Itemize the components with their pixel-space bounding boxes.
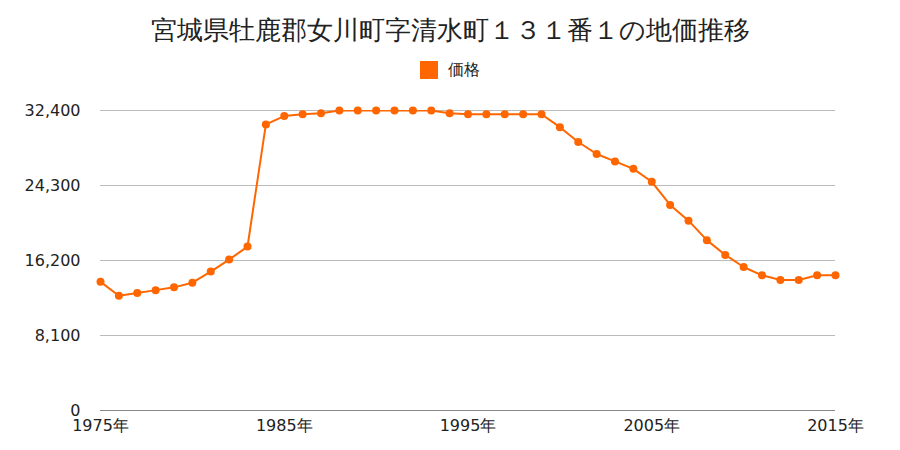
svg-text:1975年: 1975年 [72,416,129,435]
svg-text:8,100: 8,100 [35,326,81,345]
svg-text:2015年: 2015年 [807,416,864,435]
svg-text:32,400: 32,400 [25,101,81,120]
html-text:宮城県牡鹿郡女川町字清水町１３１番１の地価推移: 宮城県牡鹿郡女川町字清水町１３１番１の地価推移 [150,15,750,45]
svg-text:1985年: 1985年 [256,416,313,435]
svg-text:24,300: 24,300 [25,176,81,195]
svg-text:16,200: 16,200 [25,251,81,270]
svg-text:1995年: 1995年 [440,416,497,435]
svg-text:0: 0 [70,400,81,420]
html-text:価格: 価格 [448,59,480,79]
svg-text:2005年: 2005年 [623,416,680,435]
